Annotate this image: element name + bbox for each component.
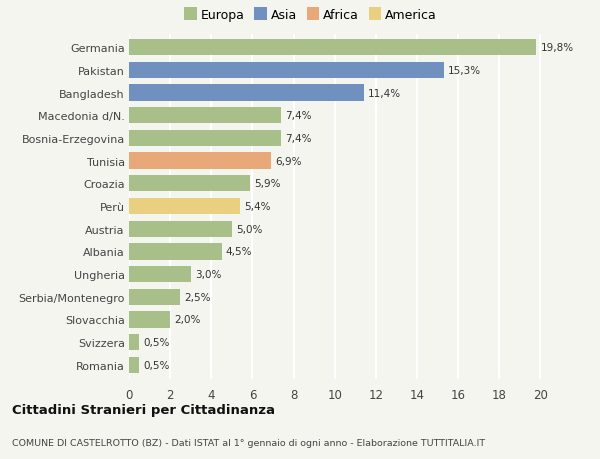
Text: 5,0%: 5,0%	[236, 224, 262, 234]
Bar	[129, 244, 221, 260]
Bar	[129, 153, 271, 169]
Text: COMUNE DI CASTELROTTO (BZ) - Dati ISTAT al 1° gennaio di ogni anno - Elaborazion: COMUNE DI CASTELROTTO (BZ) - Dati ISTAT …	[12, 438, 485, 447]
Bar	[129, 221, 232, 237]
Legend: Europa, Asia, Africa, America: Europa, Asia, Africa, America	[182, 7, 439, 25]
Text: 5,4%: 5,4%	[244, 202, 271, 212]
Bar	[129, 85, 364, 101]
Text: 4,5%: 4,5%	[226, 247, 252, 257]
Text: 7,4%: 7,4%	[286, 111, 312, 121]
Text: 2,0%: 2,0%	[174, 315, 200, 325]
Bar	[129, 176, 250, 192]
Text: 3,0%: 3,0%	[195, 269, 221, 280]
Bar	[129, 266, 191, 283]
Text: 15,3%: 15,3%	[448, 66, 481, 76]
Bar	[129, 198, 240, 215]
Bar	[129, 108, 281, 124]
Text: 6,9%: 6,9%	[275, 156, 302, 166]
Bar	[129, 289, 181, 305]
Text: 0,5%: 0,5%	[143, 337, 170, 347]
Text: 19,8%: 19,8%	[541, 43, 574, 53]
Text: 5,9%: 5,9%	[254, 179, 281, 189]
Text: 11,4%: 11,4%	[368, 88, 401, 98]
Bar	[129, 62, 444, 79]
Bar	[129, 130, 281, 147]
Bar	[129, 334, 139, 351]
Bar	[129, 40, 536, 56]
Text: 0,5%: 0,5%	[143, 360, 170, 370]
Bar	[129, 357, 139, 373]
Text: Cittadini Stranieri per Cittadinanza: Cittadini Stranieri per Cittadinanza	[12, 403, 275, 416]
Bar	[129, 312, 170, 328]
Text: 2,5%: 2,5%	[185, 292, 211, 302]
Text: 7,4%: 7,4%	[286, 134, 312, 144]
